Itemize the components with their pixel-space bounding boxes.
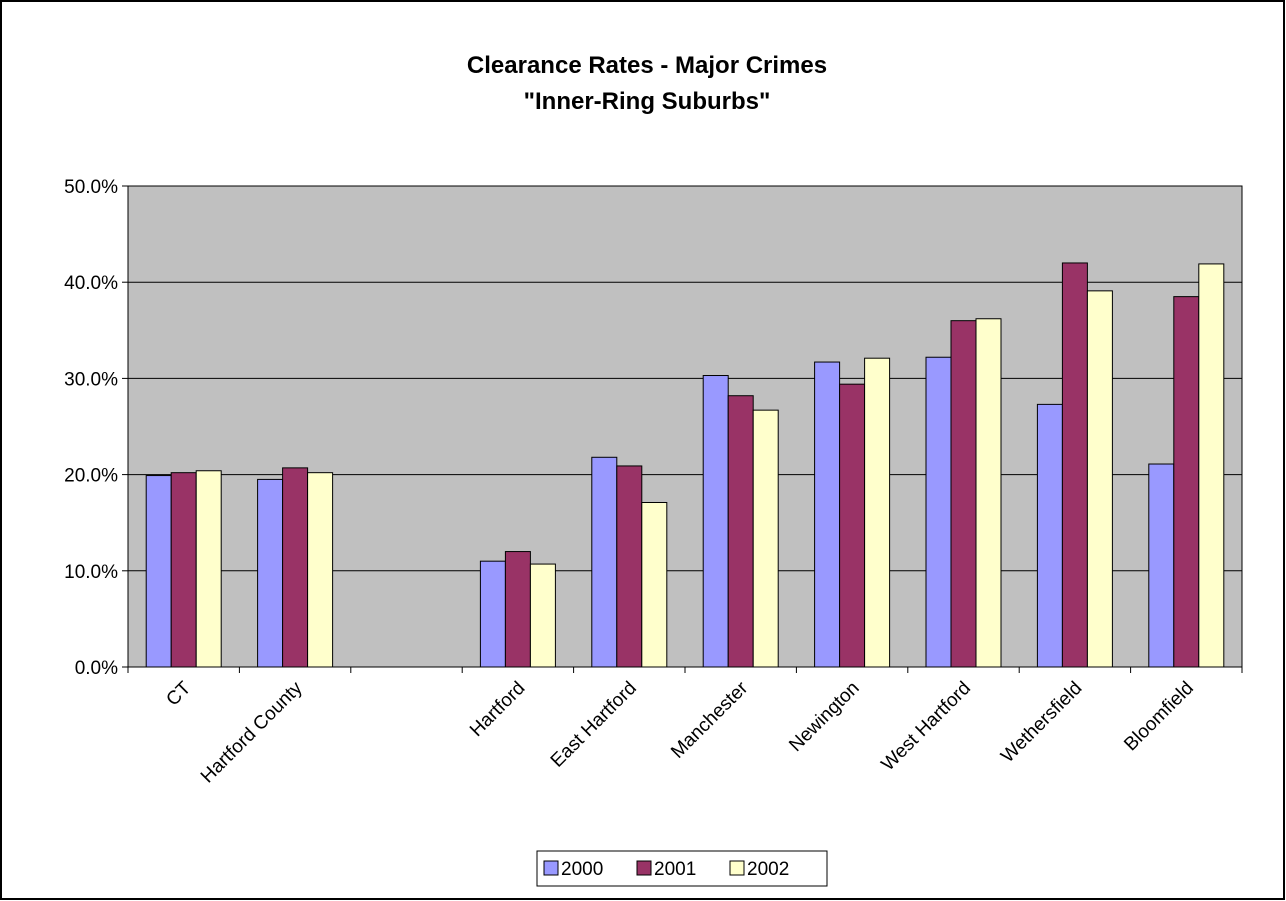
bar-2001 bbox=[950, 320, 977, 668]
chart-subtitle: "Inner-Ring Suburbs" bbox=[524, 88, 771, 115]
bar-2002 bbox=[1086, 290, 1113, 668]
bar-2002 bbox=[195, 470, 222, 668]
bar-2000 bbox=[479, 560, 506, 668]
bar-2000 bbox=[925, 356, 952, 668]
y-tick-label: 30.0% bbox=[64, 369, 118, 390]
y-tick-label: 10.0% bbox=[64, 562, 118, 583]
bar-2000 bbox=[1148, 463, 1175, 668]
bar-2000 bbox=[1036, 403, 1063, 668]
legend-label-2001: 2001 bbox=[654, 859, 696, 880]
bar-2002 bbox=[307, 472, 334, 668]
bar-2002 bbox=[975, 318, 1002, 668]
bar-2001 bbox=[170, 472, 197, 668]
bar-2000 bbox=[145, 475, 172, 668]
bar-2001 bbox=[282, 467, 309, 668]
legend-swatch-2000 bbox=[543, 860, 559, 876]
bar-2002 bbox=[641, 501, 668, 668]
legend-swatch-2001 bbox=[636, 860, 652, 876]
bar-2002 bbox=[529, 563, 556, 668]
bar-2002 bbox=[1198, 263, 1225, 668]
bar-2002 bbox=[864, 357, 891, 668]
bar-2001 bbox=[839, 383, 866, 668]
legend-label-2002: 2002 bbox=[747, 859, 789, 880]
bar-2001 bbox=[504, 551, 531, 668]
bar-2001 bbox=[616, 465, 643, 668]
chart-title: Clearance Rates - Major Crimes bbox=[467, 52, 827, 79]
bar-2002 bbox=[752, 409, 779, 668]
legend: 2000 2001 2002 bbox=[536, 850, 828, 887]
bar-2000 bbox=[814, 361, 841, 668]
bar-2000 bbox=[702, 375, 729, 668]
legend-swatch-2002 bbox=[729, 860, 745, 876]
bar-2001 bbox=[727, 395, 754, 668]
legend-label-2000: 2000 bbox=[561, 859, 603, 880]
legend-box bbox=[536, 850, 828, 887]
bar-2000 bbox=[591, 456, 618, 668]
y-tick-label: 50.0% bbox=[64, 177, 118, 198]
bar-2001 bbox=[1061, 262, 1088, 668]
y-tick-label: 0.0% bbox=[75, 658, 118, 679]
bar-2001 bbox=[1173, 296, 1200, 668]
y-tick-label: 20.0% bbox=[64, 466, 118, 487]
bars-group bbox=[145, 262, 1225, 668]
y-tick-label: 40.0% bbox=[64, 273, 118, 294]
bar-2000 bbox=[257, 478, 284, 668]
